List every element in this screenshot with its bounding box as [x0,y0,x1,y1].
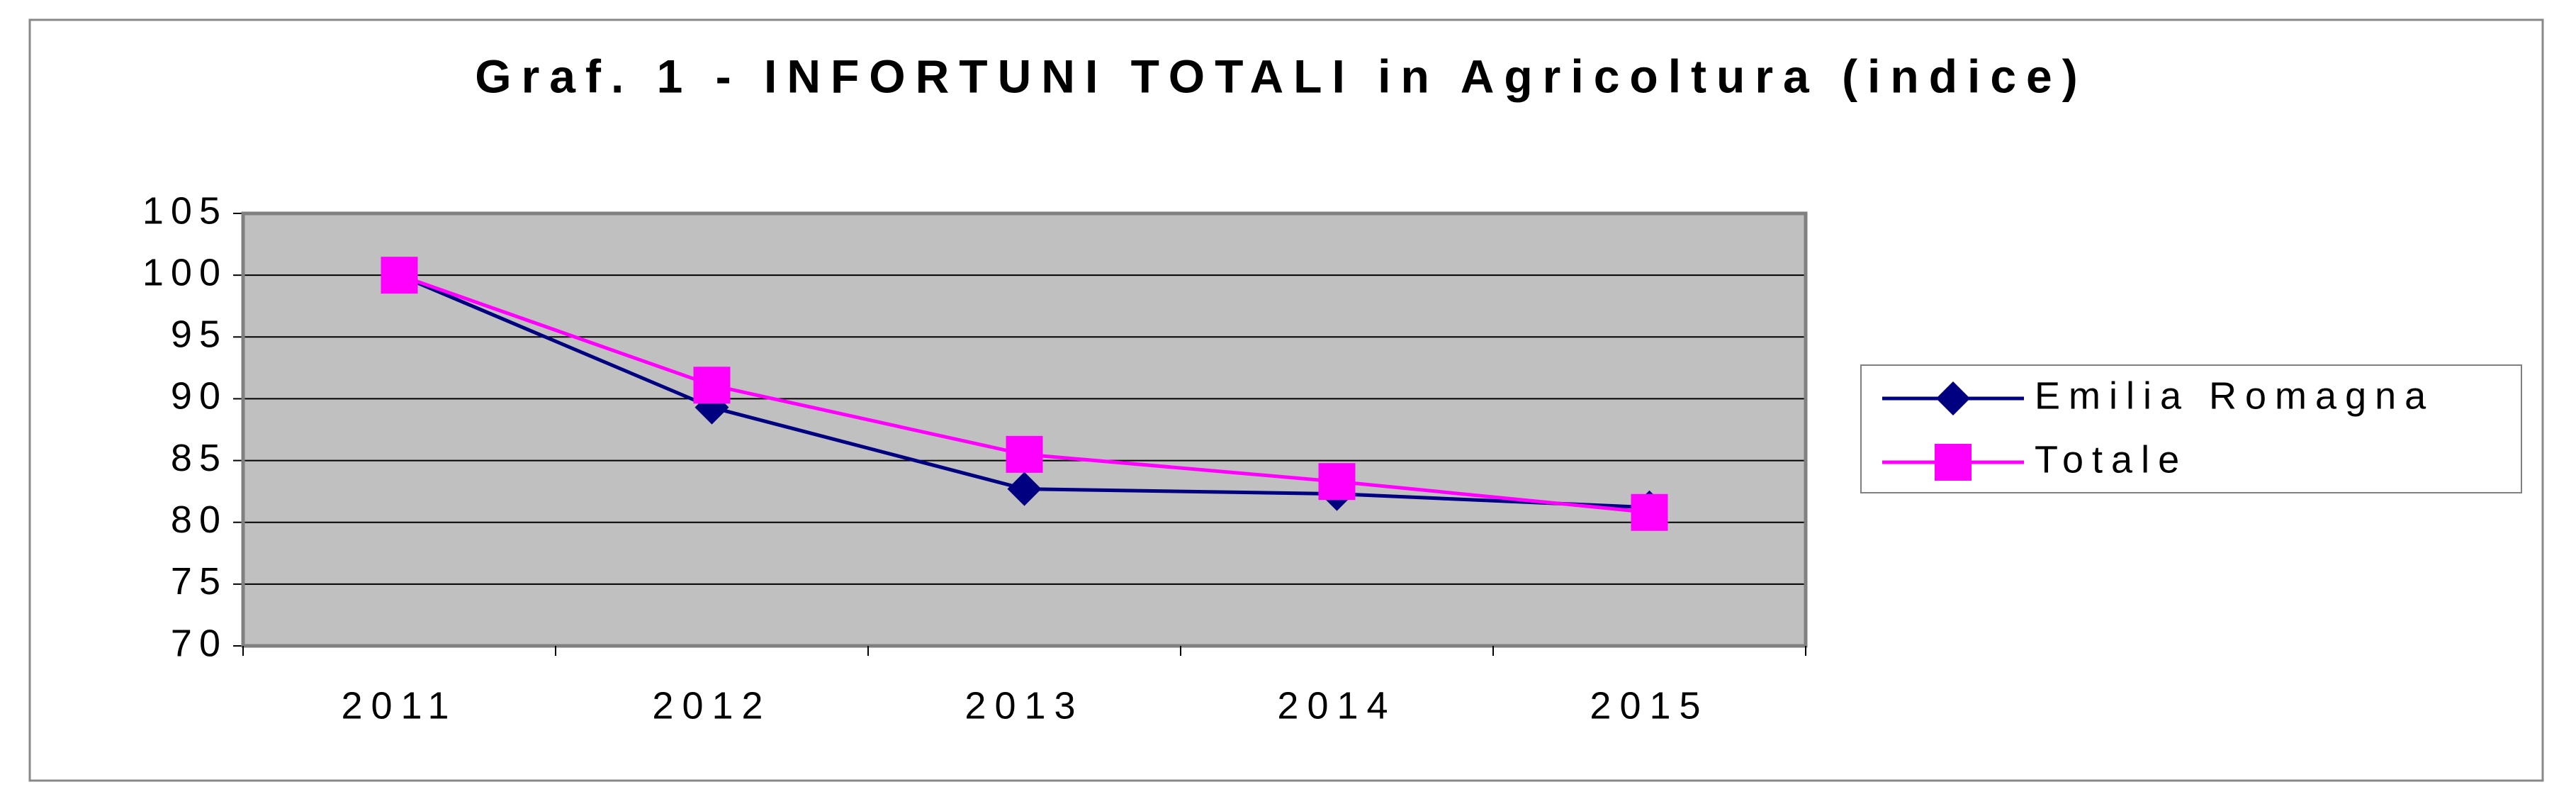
data-point [1006,435,1043,473]
plot-frame [241,211,1808,648]
y-tick-label: 80 [171,498,227,541]
y-tick-label: 75 [171,560,227,603]
data-point [1007,471,1042,506]
y-tick-label: 85 [171,437,227,479]
x-tick-label: 2012 [652,684,771,727]
legend-marker [1936,381,1970,415]
chart-title: Graf. 1 - INFORTUNI TOTALI in Agricoltur… [475,50,2088,102]
y-tick-label: 100 [142,251,227,294]
y-tick-label: 95 [171,313,227,356]
y-tick-label: 70 [171,622,227,664]
legend-label: Totale [2035,438,2188,481]
y-tick-label: 105 [142,189,227,232]
x-tick-label: 2014 [1277,684,1396,727]
data-point [381,257,418,294]
data-point [1318,463,1356,501]
x-tick-label: 2011 [341,684,457,727]
plot-area [243,213,1806,646]
legend-marker [1935,444,1972,481]
legend-label: Emilia Romagna [2035,374,2434,417]
data-point [1631,493,1668,531]
x-tick-label: 2013 [964,684,1084,727]
data-point [693,367,731,404]
y-tick-label: 90 [171,375,227,418]
x-tick-label: 2015 [1590,684,1709,727]
